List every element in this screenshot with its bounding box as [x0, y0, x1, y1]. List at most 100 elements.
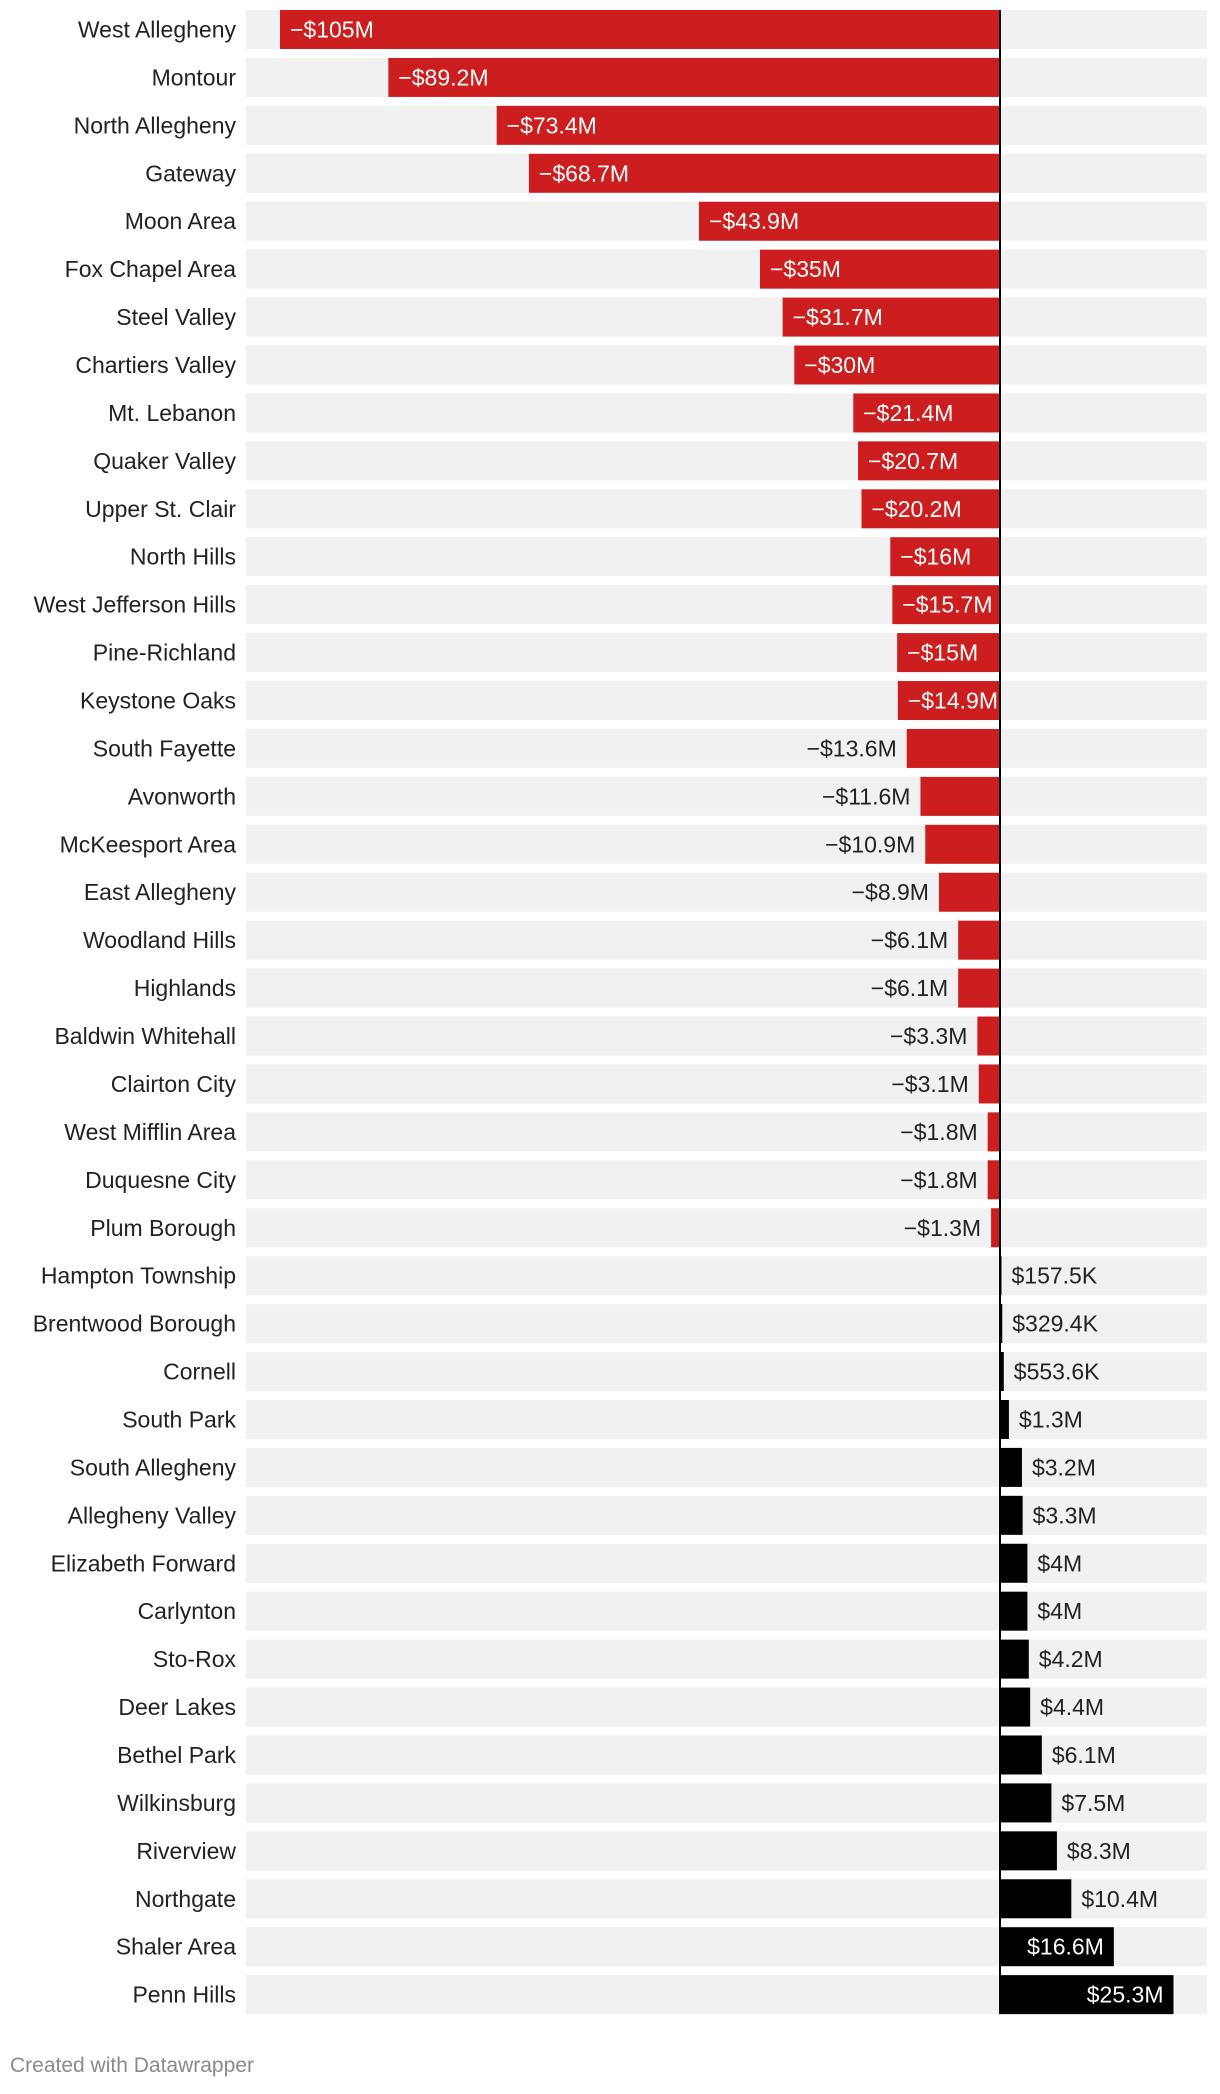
row-band-west-jefferson-hills — [246, 585, 1207, 625]
category-label-baldwin-whitehall: Baldwin Whitehall — [54, 1023, 236, 1049]
bar-elizabeth-forward — [1000, 1543, 1028, 1583]
row-band-north-hills — [246, 537, 1207, 577]
row-band-carlynton — [246, 1591, 1207, 1631]
row-band-riverview — [246, 1831, 1207, 1871]
bar-keystone-oaks — [897, 681, 1000, 721]
category-label-south-fayette: South Fayette — [93, 735, 236, 761]
value-label-montour: −$89.2M — [398, 64, 488, 90]
value-label-shaler-area: $16.6M — [1027, 1934, 1104, 1960]
value-label-moon-area: −$43.9M — [709, 208, 799, 234]
category-label-plum-borough: Plum Borough — [90, 1215, 236, 1241]
category-label-avonworth: Avonworth — [128, 783, 236, 809]
category-label-north-hills: North Hills — [130, 544, 236, 570]
category-label-south-allegheny: South Allegheny — [70, 1454, 237, 1480]
row-band-west-mifflin-area — [246, 1112, 1207, 1152]
row-band-mckeesport-area — [246, 824, 1207, 864]
category-label-keystone-oaks: Keystone Oaks — [80, 688, 236, 714]
bar-north-hills — [890, 537, 1000, 577]
value-label-deer-lakes: $4.4M — [1040, 1694, 1104, 1720]
category-label-northgate: Northgate — [135, 1886, 236, 1912]
value-label-gateway: −$68.7M — [539, 160, 629, 186]
category-label-chartiers-valley: Chartiers Valley — [75, 352, 236, 378]
bar-montour — [388, 57, 1000, 97]
bar-gateway — [528, 153, 1000, 193]
value-label-penn-hills: $25.3M — [1087, 1982, 1164, 2008]
row-band-east-allegheny — [246, 872, 1207, 912]
bar-south-park — [1000, 1399, 1009, 1439]
value-label-brentwood-borough: $329.4K — [1012, 1311, 1098, 1337]
bar-fox-chapel-area — [760, 249, 1000, 289]
category-label-wilkinsburg: Wilkinsburg — [117, 1790, 236, 1816]
bar-sto-rox — [1000, 1639, 1029, 1679]
row-band-upper-st-clair — [246, 489, 1207, 529]
bar-brentwood-borough — [1000, 1304, 1003, 1344]
bar-south-fayette — [906, 728, 1000, 768]
category-label-shaler-area: Shaler Area — [116, 1934, 236, 1960]
row-band-south-fayette — [246, 728, 1207, 768]
bar-carlynton — [1000, 1591, 1028, 1631]
value-label-north-allegheny: −$73.4M — [507, 112, 597, 138]
bar-upper-st-clair — [861, 489, 1000, 529]
category-label-montour: Montour — [152, 64, 237, 90]
value-label-west-mifflin-area: −$1.8M — [900, 1119, 977, 1145]
row-band-south-park — [246, 1399, 1207, 1439]
category-label-pine-richland: Pine-Richland — [93, 640, 236, 666]
category-label-mckeesport-area: McKeesport Area — [60, 831, 237, 857]
value-label-fox-chapel-area: −$35M — [770, 256, 841, 282]
bar-west-jefferson-hills — [892, 585, 1000, 625]
value-label-bethel-park: $6.1M — [1052, 1742, 1116, 1768]
row-band-quaker-valley — [246, 441, 1207, 481]
category-label-steel-valley: Steel Valley — [116, 304, 236, 330]
bar-avonworth — [920, 776, 1000, 816]
bar-pine-richland — [897, 633, 1000, 673]
row-band-allegheny-valley — [246, 1495, 1207, 1535]
category-label-hampton-township: Hampton Township — [41, 1263, 236, 1289]
value-label-mt-lebanon: −$21.4M — [863, 400, 953, 426]
value-label-north-hills: −$16M — [900, 544, 971, 570]
value-label-riverview: $8.3M — [1067, 1838, 1131, 1864]
value-label-wilkinsburg: $7.5M — [1061, 1790, 1125, 1816]
row-band-avonworth — [246, 776, 1207, 816]
row-band-south-allegheny — [246, 1447, 1207, 1487]
row-band-chartiers-valley — [246, 345, 1207, 385]
category-label-upper-st-clair: Upper St. Clair — [85, 496, 236, 522]
value-label-east-allegheny: −$8.9M — [852, 879, 929, 905]
value-label-upper-st-clair: −$20.2M — [871, 496, 961, 522]
value-label-baldwin-whitehall: −$3.3M — [890, 1023, 967, 1049]
category-label-quaker-valley: Quaker Valley — [93, 448, 236, 474]
category-label-woodland-hills: Woodland Hills — [83, 927, 236, 953]
value-label-cornell: $553.6K — [1014, 1359, 1100, 1385]
bar-highlands — [958, 968, 1000, 1008]
category-label-deer-lakes: Deer Lakes — [118, 1694, 236, 1720]
value-label-sto-rox: $4.2M — [1039, 1646, 1103, 1672]
bar-northgate — [1000, 1879, 1072, 1919]
value-label-woodland-hills: −$6.1M — [871, 927, 948, 953]
value-label-carlynton: $4M — [1037, 1598, 1082, 1624]
category-label-bethel-park: Bethel Park — [117, 1742, 236, 1768]
row-band-cornell — [246, 1352, 1207, 1392]
value-label-elizabeth-forward: $4M — [1037, 1550, 1082, 1576]
value-label-west-jefferson-hills: −$15.7M — [902, 592, 992, 618]
value-label-highlands: −$6.1M — [871, 975, 948, 1001]
row-band-steel-valley — [246, 297, 1207, 337]
value-label-chartiers-valley: −$30M — [804, 352, 875, 378]
value-label-northgate: $10.4M — [1081, 1886, 1158, 1912]
datawrapper-credit[interactable]: Created with Datawrapper — [10, 2054, 254, 2077]
category-label-riverview: Riverview — [136, 1838, 236, 1864]
category-label-south-park: South Park — [122, 1406, 236, 1432]
bar-riverview — [1000, 1831, 1057, 1871]
category-label-west-allegheny: West Allegheny — [78, 17, 237, 43]
value-label-avonworth: −$11.6M — [822, 783, 910, 809]
row-band-duquesne-city — [246, 1160, 1207, 1200]
value-label-clairton-city: −$3.1M — [891, 1071, 968, 1097]
value-label-pine-richland: −$15M — [907, 640, 978, 666]
bar-moon-area — [698, 201, 1000, 241]
value-label-west-allegheny: −$105M — [290, 17, 374, 43]
row-band-bethel-park — [246, 1735, 1207, 1775]
bar-woodland-hills — [958, 920, 1000, 960]
row-band-highlands — [246, 968, 1207, 1008]
bar-west-mifflin-area — [987, 1112, 1000, 1152]
bar-bethel-park — [1000, 1735, 1042, 1775]
value-label-allegheny-valley: $3.3M — [1033, 1502, 1097, 1528]
bar-shaler-area — [1000, 1927, 1114, 1967]
